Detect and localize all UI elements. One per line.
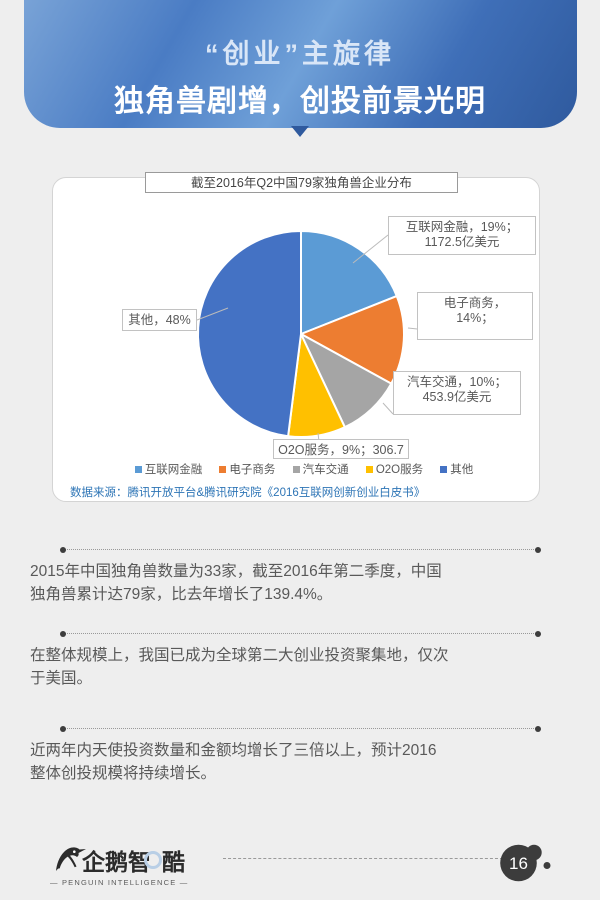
svg-text:酷: 酷: [162, 849, 185, 875]
svg-text:— PENGUIN INTELLIGENCE —: — PENGUIN INTELLIGENCE —: [50, 878, 188, 887]
svg-text:16: 16: [509, 854, 528, 873]
svg-text:企鹅: 企鹅: [81, 849, 128, 875]
